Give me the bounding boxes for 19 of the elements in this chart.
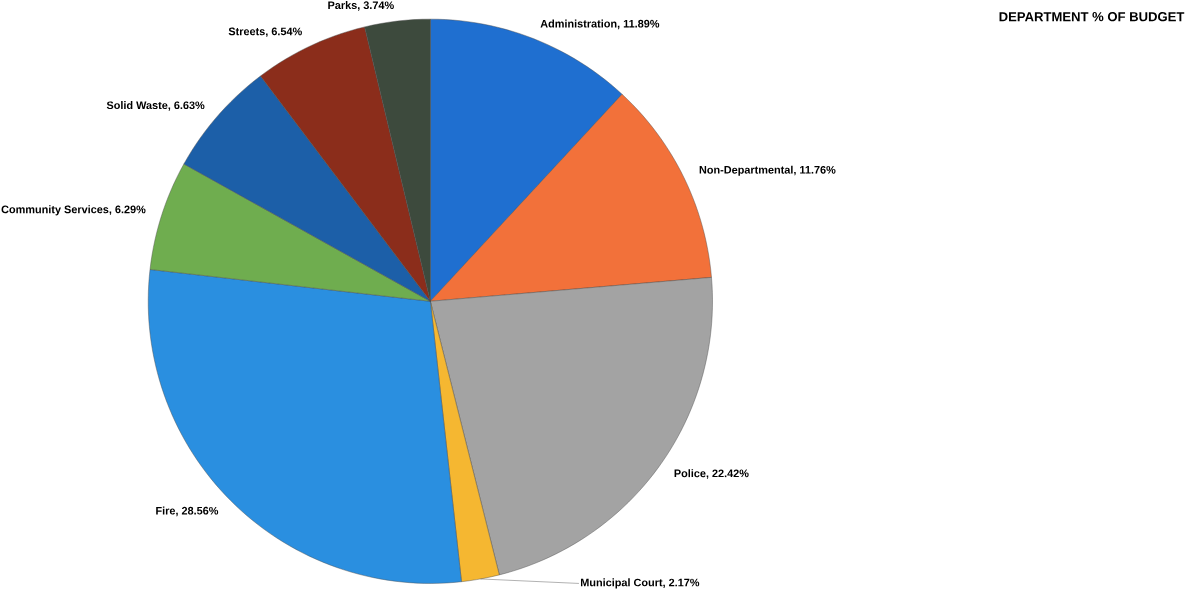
data-label: , 22.42%: [706, 469, 749, 479]
slice-label: Solid Waste: [106, 101, 168, 110]
text: DEPARTMENT % OF BUDGET: [999, 12, 1185, 22]
slice-label: Community Services: [1, 205, 109, 216]
slice-label: Streets: [228, 27, 265, 36]
slice-label: Non-Departmental: [699, 165, 793, 177]
data-label: , 3.74%: [357, 1, 394, 11]
slice-label: Municipal Court: [580, 578, 663, 589]
data-label: , 28.56%: [176, 507, 219, 517]
data-label: , 6.29%: [109, 205, 146, 216]
data-label: , 6.63%: [168, 101, 205, 111]
slice-label: Parks: [328, 1, 357, 10]
slice-label: Administration: [540, 19, 617, 28]
data-label: , 11.76%: [794, 166, 836, 176]
data-label: , 2.17%: [663, 578, 700, 589]
slice-label: Police: [674, 469, 706, 478]
data-label: , 11.89%: [617, 20, 660, 30]
slice-label: Fire: [156, 506, 176, 515]
data-label: , 6.54%: [266, 27, 302, 38]
